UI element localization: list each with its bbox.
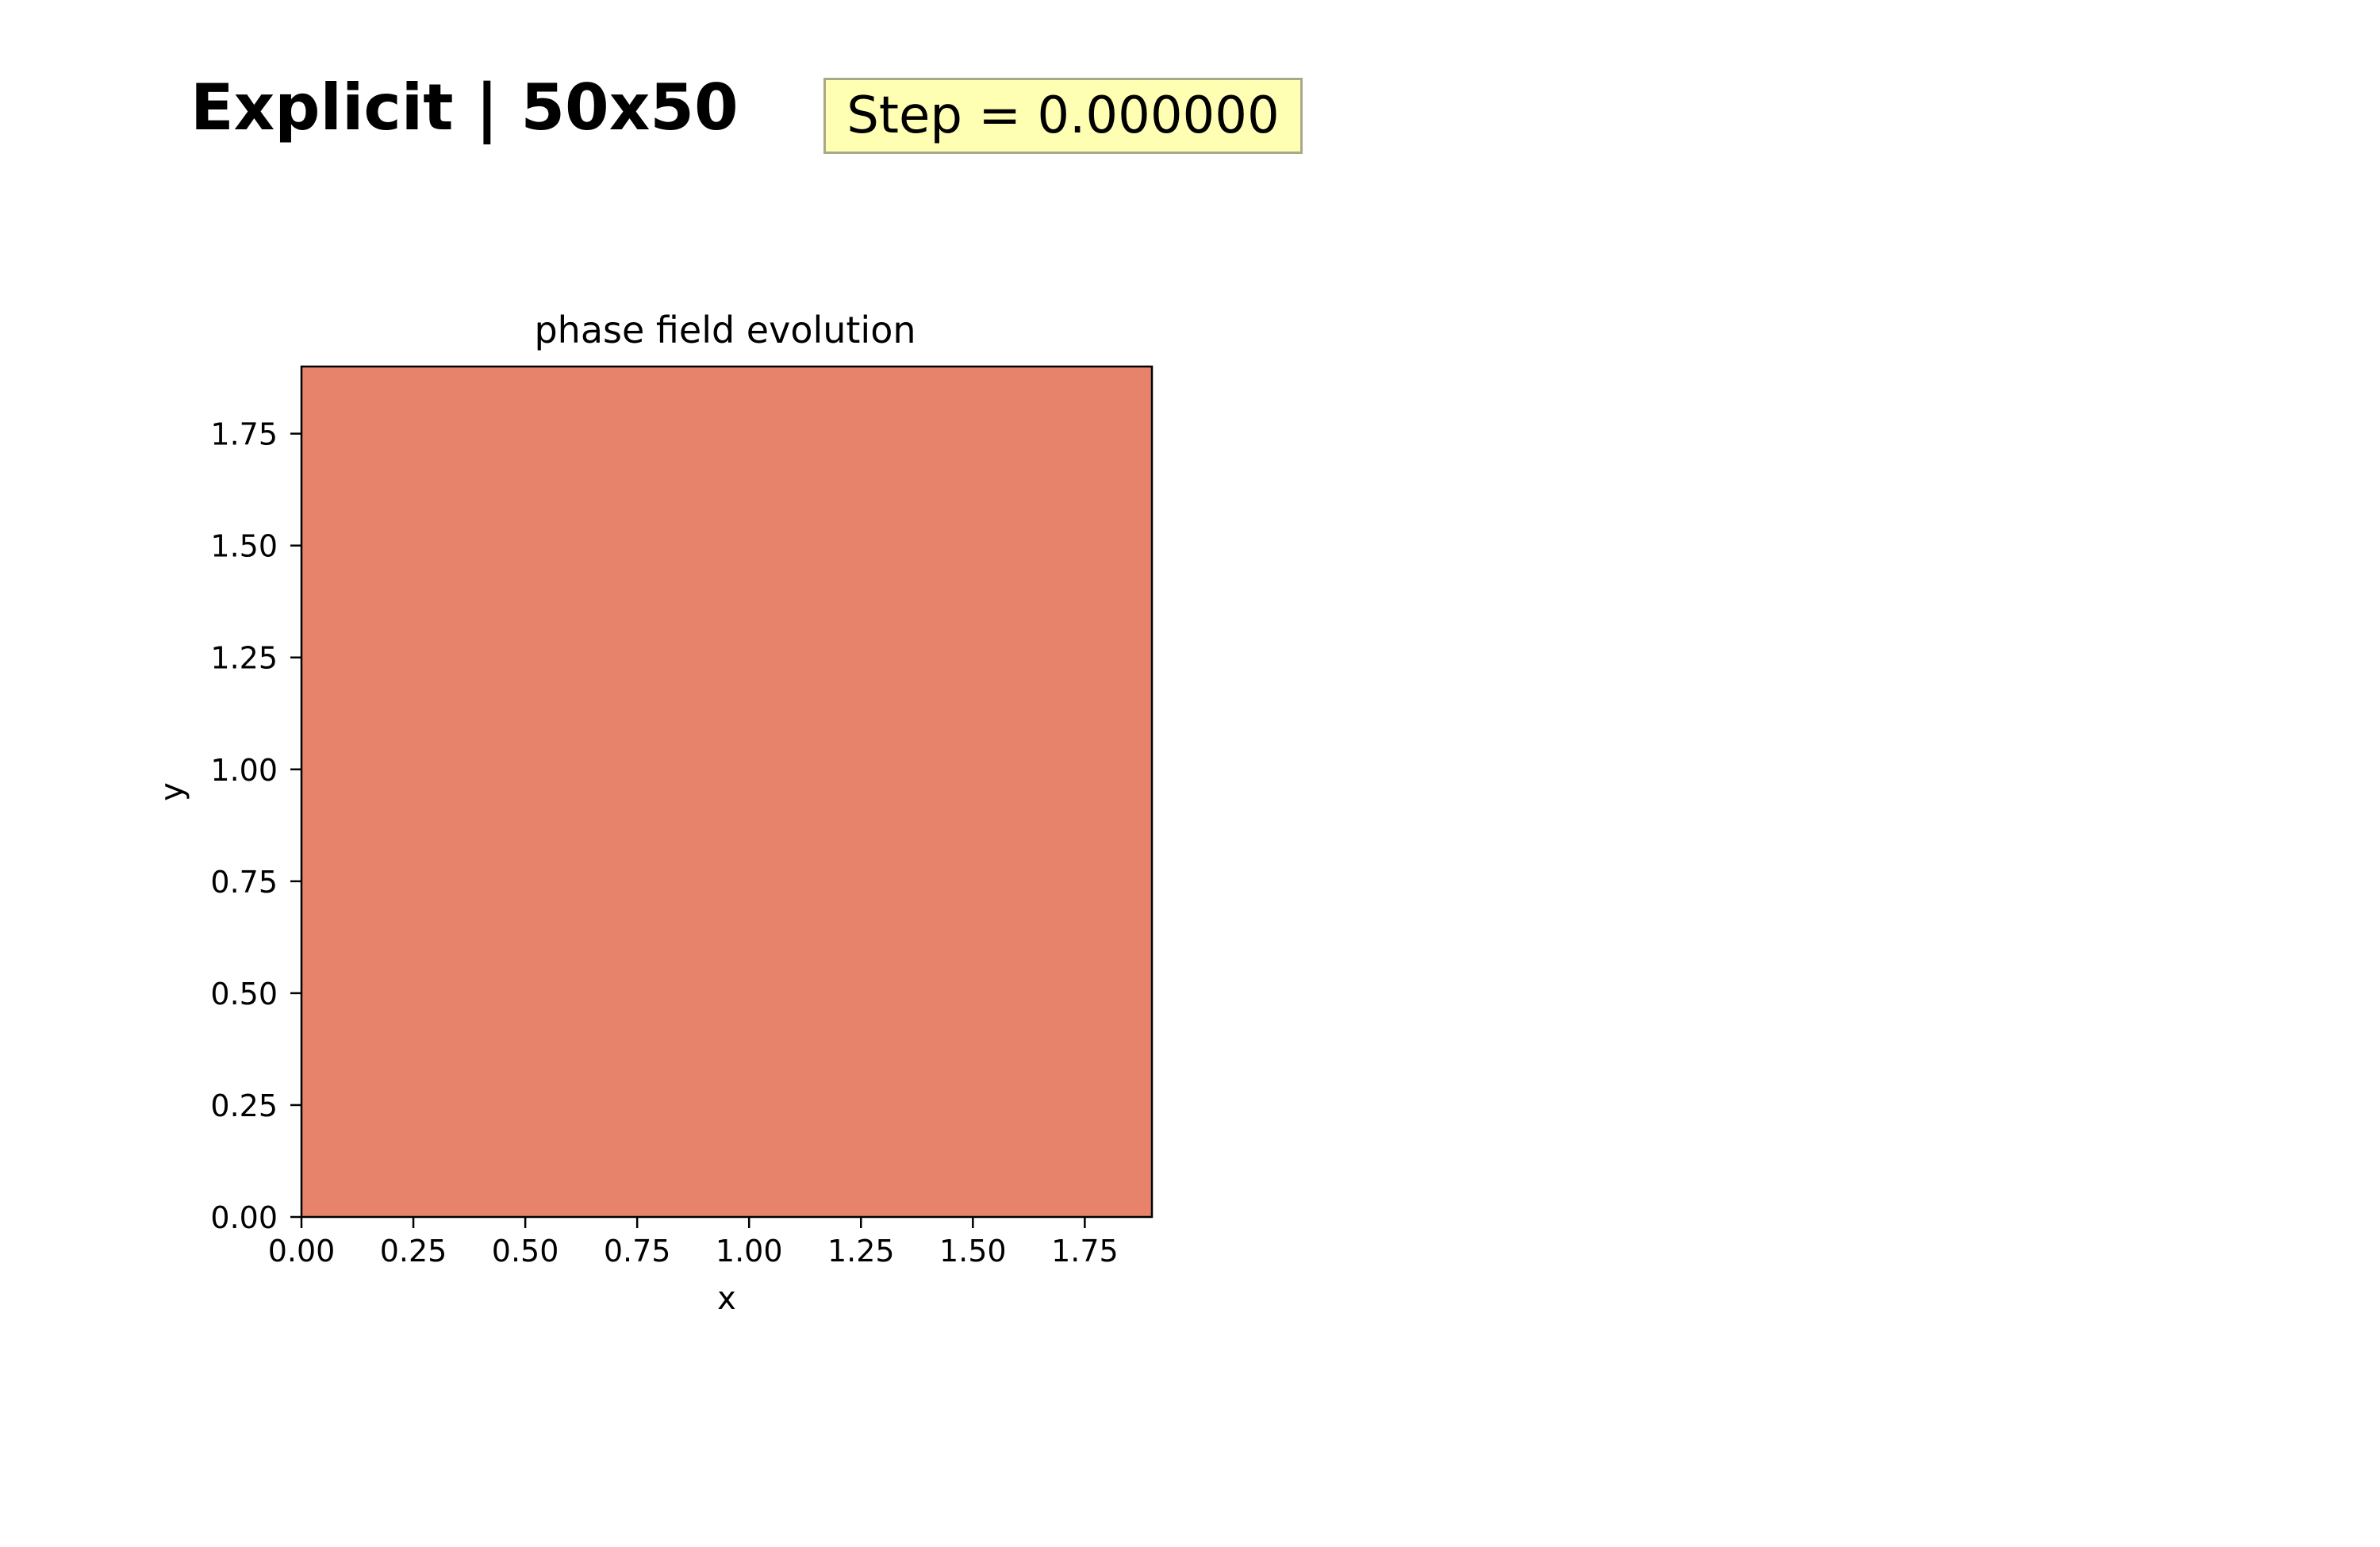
y-tick-label: 0.25 xyxy=(210,1088,278,1123)
chart-title: phase field evolution xyxy=(534,309,916,351)
y-tick-label: 0.50 xyxy=(210,977,278,1012)
x-tick-label: 1.50 xyxy=(939,1234,1007,1269)
y-tick-label: 1.00 xyxy=(210,753,278,788)
step-indicator: Step = 0.000000 xyxy=(823,78,1303,154)
y-tick-label: 1.25 xyxy=(210,641,278,676)
figure-title: Explicit | 50x50 xyxy=(190,71,739,144)
x-axis-label: x xyxy=(717,1280,736,1317)
x-tick-label: 0.00 xyxy=(268,1234,336,1269)
x-tick-label: 0.50 xyxy=(492,1234,559,1269)
x-tick-label: 1.25 xyxy=(827,1234,895,1269)
plot-frame xyxy=(300,365,1154,1219)
y-tick-label: 1.75 xyxy=(210,417,278,452)
x-tick-label: 0.25 xyxy=(380,1234,447,1269)
phase-field-area xyxy=(301,367,1152,1217)
x-tick-label: 1.75 xyxy=(1051,1234,1119,1269)
y-tick-label: 0.00 xyxy=(210,1200,278,1235)
x-tick-label: 1.00 xyxy=(716,1234,783,1269)
y-tick-label: 0.75 xyxy=(210,865,278,900)
y-tick-label: 1.50 xyxy=(210,529,278,564)
y-axis-label: y xyxy=(154,782,190,801)
x-tick-label: 0.75 xyxy=(604,1234,671,1269)
